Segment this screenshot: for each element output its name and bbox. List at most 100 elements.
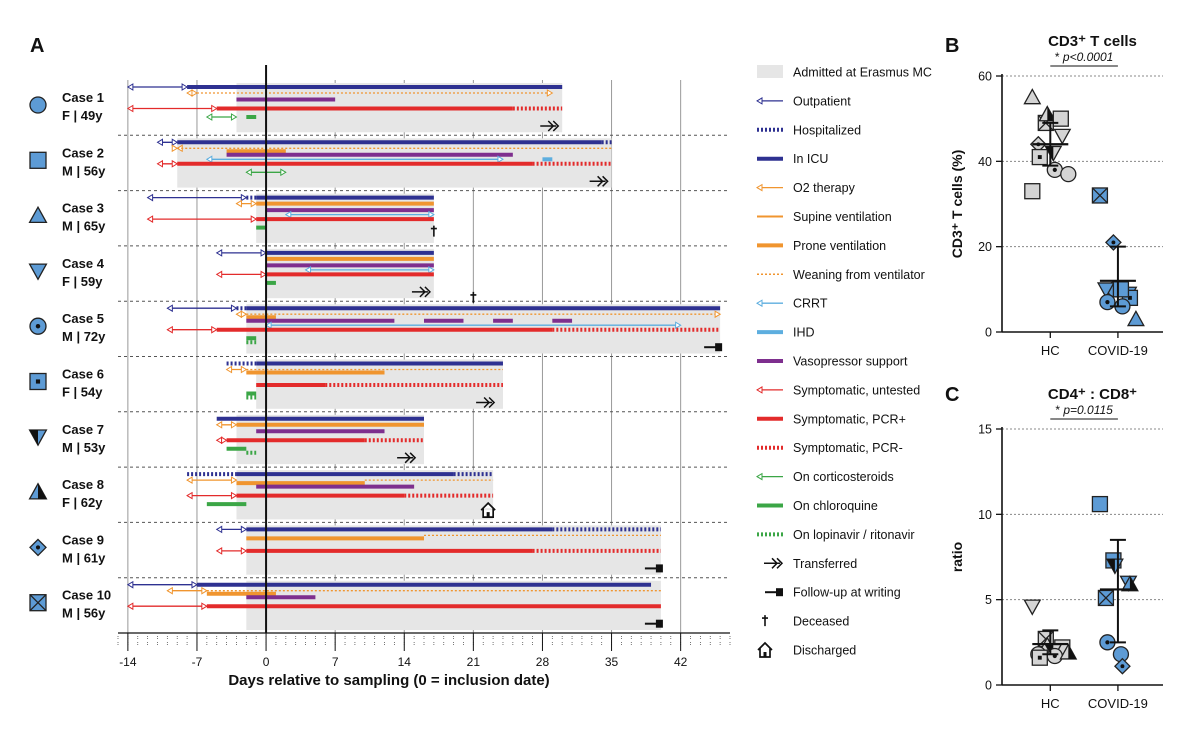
legend-label: On corticosteroids <box>793 470 894 484</box>
legend-label: O2 therapy <box>793 181 856 195</box>
panel-a-label: A <box>30 35 44 57</box>
bar-cap <box>205 113 213 121</box>
case-name: Case 4 <box>62 256 105 271</box>
case-row: Case 10 M | 56y <box>29 577 730 630</box>
data-point <box>1091 187 1109 204</box>
bar-cap <box>215 249 223 257</box>
bar-cap <box>260 249 268 257</box>
bar-cap <box>166 304 173 313</box>
panel-label: C <box>945 384 959 406</box>
bar-cap <box>186 89 193 97</box>
deceased-icon <box>430 225 437 237</box>
transferred-arrow <box>476 396 496 409</box>
case-marker <box>29 538 47 557</box>
marker-half <box>29 430 38 446</box>
data-point <box>1120 575 1139 592</box>
x-tick-label: 14 <box>398 655 412 669</box>
discharged-door <box>486 512 490 518</box>
transferred-arrow <box>397 452 417 464</box>
data-point <box>1114 657 1131 675</box>
marker-dot <box>35 545 41 550</box>
case-marker <box>29 594 47 612</box>
case-name: Case 3 <box>62 201 104 216</box>
bar-cap <box>230 113 238 121</box>
deceased-cross <box>430 225 437 237</box>
bar-cap <box>230 476 238 484</box>
case-marker <box>29 372 47 391</box>
bar-cap <box>284 210 292 219</box>
x-tick-label: 42 <box>674 655 688 669</box>
legend-label: On lopinavir / ritonavir <box>793 528 915 542</box>
marker-dot <box>1120 664 1125 669</box>
deceased-icon <box>470 291 477 303</box>
case-row: Case 4 F | 59y <box>28 245 730 299</box>
legend-label: Follow-up at writing <box>793 586 901 600</box>
bar-cap <box>280 168 287 177</box>
data-point <box>1126 309 1145 327</box>
bar-cap <box>235 310 242 319</box>
bar-cap <box>250 215 258 223</box>
bar-cap <box>225 365 233 374</box>
transferred-arrow <box>764 557 784 569</box>
case-name: Case 5 <box>62 311 104 326</box>
bar-cap <box>265 321 272 330</box>
case-name: Case 8 <box>62 477 104 492</box>
follow-up-block <box>655 564 663 573</box>
data-point <box>1023 599 1042 616</box>
bar-cap <box>215 436 223 445</box>
legend-label: Transferred <box>793 557 857 571</box>
panel-a-legend: Admitted at Erasmus MC Outpatient Hospital… <box>756 65 932 658</box>
deceased-cross <box>762 615 768 627</box>
y-tick-label: 20 <box>978 240 992 254</box>
bar-cap <box>201 602 208 611</box>
case-marker <box>29 151 47 169</box>
marker-dot <box>35 379 41 384</box>
transferred-arrow <box>411 286 431 298</box>
case-info: F | 59y <box>62 274 103 289</box>
legend-item: Vasopressor support <box>757 355 908 369</box>
legend-item: On corticosteroids <box>756 470 894 484</box>
bar-cap <box>211 104 218 113</box>
y-tick-label: 10 <box>978 508 992 522</box>
case-row: Case 3 M | 65y <box>28 190 730 243</box>
transferred-arrow <box>540 120 560 132</box>
marker-dot <box>35 323 41 329</box>
data-point <box>1024 183 1041 200</box>
bar-cap <box>235 199 242 208</box>
follow-up-block <box>776 588 783 597</box>
marker-triangle <box>1053 128 1072 145</box>
bar-cap <box>428 266 435 274</box>
marker-half <box>38 483 47 499</box>
legend-item: Weaning from ventilator <box>757 268 925 282</box>
panel-a-timeline: A Case 1 F | 49y Case 2 M | 56y Case 3 M | 65y… <box>28 35 731 689</box>
y-tick-label: 15 <box>978 423 992 437</box>
bar-cap <box>240 193 248 202</box>
case-marker <box>28 429 48 447</box>
deceased-icon <box>762 615 768 627</box>
x-tick-label: 28 <box>536 655 550 669</box>
bar-cap <box>215 525 223 534</box>
bar-cap <box>191 580 198 589</box>
marker-half <box>1068 644 1077 659</box>
case-marker <box>29 96 47 114</box>
x-tick-label: 21 <box>467 655 481 669</box>
data-point <box>1097 589 1115 607</box>
bar-cap <box>215 420 223 429</box>
bar-cap <box>186 491 193 500</box>
transferred-icon <box>476 396 496 409</box>
legend-item: Symptomatic, untested <box>756 383 920 397</box>
significance-text: * p<0.0001 <box>1055 50 1113 64</box>
case-info: M | 56y <box>62 606 106 621</box>
bar-cap <box>171 159 179 168</box>
bar-cap <box>240 547 248 555</box>
legend-label: Hospitalized <box>793 123 861 137</box>
legend-item: Follow-up at writing <box>765 586 901 600</box>
discharged-icon <box>757 641 773 658</box>
legend-item: Supine ventilation <box>757 210 892 224</box>
legend-item: Transferred <box>764 557 857 571</box>
case-info: M | 53y <box>62 440 106 455</box>
case-info: M | 65y <box>62 219 106 234</box>
significance-text: * p=0.0115 <box>1055 403 1113 417</box>
p-value: p<0.0001 <box>1062 50 1113 64</box>
follow-up-icon <box>765 588 783 597</box>
